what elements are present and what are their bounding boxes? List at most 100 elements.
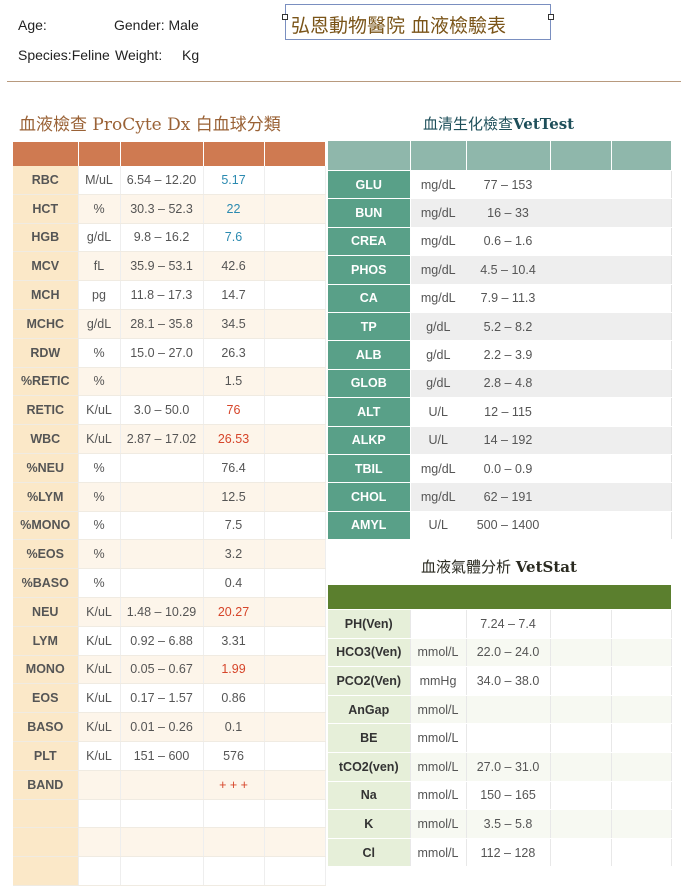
- test-name: GLOB: [328, 369, 411, 399]
- reference-range: [120, 367, 204, 397]
- test-value: [550, 511, 672, 541]
- test-value: + + +: [203, 770, 265, 800]
- reference-range: 0.0 – 0.9: [466, 454, 550, 484]
- test-name: [13, 827, 79, 858]
- reference-range: 0.92 – 6.88: [120, 626, 204, 656]
- reference-range: [120, 856, 204, 886]
- blank-cell: [611, 752, 672, 782]
- test-unit: %: [78, 539, 121, 570]
- test-name: ALB: [328, 340, 411, 370]
- blank-cell: [264, 597, 326, 627]
- table-row: PH(Ven) 7.24 – 7.4: [328, 609, 672, 639]
- reference-range: 1.48 – 10.29: [120, 597, 204, 627]
- test-name: ALT: [328, 397, 411, 427]
- test-name: CREA: [328, 227, 411, 257]
- table-row: tCO2(ven) mmol/L 27.0 – 31.0: [328, 752, 672, 782]
- reference-range: [120, 539, 204, 570]
- table-row: AnGap mmol/L: [328, 695, 672, 725]
- test-name: ALKP: [328, 426, 411, 455]
- test-value: [550, 227, 672, 257]
- test-unit: mg/dL: [410, 255, 466, 285]
- test-unit: U/L: [410, 397, 466, 427]
- blank-cell: [264, 799, 326, 829]
- test-value: 14.7: [203, 280, 265, 310]
- test-unit: U/L: [410, 426, 466, 455]
- gas-header-row: [328, 585, 671, 610]
- table-row: BAND + + +: [13, 770, 326, 800]
- blank-cell: [264, 223, 326, 253]
- test-unit: fL: [78, 251, 121, 282]
- reference-range: [120, 568, 204, 598]
- blank-cell: [611, 666, 672, 696]
- test-value: 3.31: [203, 626, 265, 656]
- table-row: RBC M/uL 6.54 – 12.20 5.17: [13, 166, 326, 195]
- test-name: HGB: [13, 223, 79, 253]
- reference-range: 3.5 – 5.8: [466, 809, 551, 839]
- test-value: [550, 809, 612, 839]
- table-row: MCH pg 11.8 – 17.3 14.7: [13, 280, 326, 310]
- chem-header-cell: [328, 141, 411, 171]
- test-unit: mmol/L: [410, 809, 467, 839]
- test-unit: K/uL: [78, 597, 121, 627]
- table-row: HCO3(Ven) mmol/L 22.0 – 24.0: [328, 638, 672, 668]
- test-value: [550, 838, 612, 868]
- test-value: [203, 799, 265, 829]
- table-row: ALKP U/L 14 – 192: [328, 426, 672, 455]
- blank-cell: [264, 712, 326, 742]
- table-row: NEU K/uL 1.48 – 10.29 20.27: [13, 597, 326, 627]
- table-row: BUN mg/dL 16 – 33: [328, 198, 672, 228]
- test-name: [13, 799, 79, 829]
- test-unit: mmol/L: [410, 838, 467, 868]
- table-row: [13, 827, 326, 858]
- reference-range: [120, 482, 204, 512]
- clinic-title-textbox[interactable]: 弘恩動物醫院 血液檢驗表: [285, 4, 551, 40]
- resize-handle-right[interactable]: [548, 14, 554, 20]
- test-value: 7.6: [203, 223, 265, 253]
- test-unit: %: [78, 367, 121, 397]
- test-value: 5.17: [203, 166, 265, 195]
- reference-range: 150 – 165: [466, 781, 551, 811]
- test-unit: [410, 609, 467, 639]
- table-row: TBIL mg/dL 0.0 – 0.9: [328, 454, 672, 484]
- gas-header-cell: [466, 585, 550, 610]
- table-row: GLOB g/dL 2.8 – 4.8: [328, 369, 672, 399]
- blank-cell: [264, 194, 326, 224]
- test-unit: mmol/L: [410, 723, 467, 753]
- cbc-header-cell: [13, 142, 79, 166]
- test-name: %BASO: [13, 568, 79, 598]
- test-name: NEU: [13, 597, 79, 627]
- test-name: MONO: [13, 655, 79, 685]
- blank-cell: [264, 626, 326, 656]
- reference-range: 0.05 – 0.67: [120, 655, 204, 685]
- test-unit: %: [78, 453, 121, 483]
- test-name: MCHC: [13, 309, 79, 339]
- test-name: AMYL: [328, 511, 411, 541]
- test-value: [550, 340, 672, 370]
- reference-range: 28.1 – 35.8: [120, 309, 204, 339]
- test-value: 576: [203, 741, 265, 771]
- gas-table: PH(Ven) 7.24 – 7.4 HCO3(Ven) mmol/L 22.0 – 2…: [328, 585, 672, 868]
- blank-cell: [264, 568, 326, 598]
- test-name: %NEU: [13, 453, 79, 483]
- test-unit: mmol/L: [410, 695, 467, 725]
- test-value: 7.5: [203, 511, 265, 541]
- table-row: EOS K/uL 0.17 – 1.57 0.86: [13, 683, 326, 714]
- test-name: %RETIC: [13, 367, 79, 397]
- table-row: [13, 799, 326, 829]
- test-unit: pg: [78, 280, 121, 310]
- test-name: RDW: [13, 338, 79, 368]
- blank-cell: [264, 395, 326, 426]
- test-unit: K/uL: [78, 424, 121, 454]
- test-name: CHOL: [328, 482, 411, 512]
- test-name: %EOS: [13, 539, 79, 570]
- test-name: BAND: [13, 770, 79, 800]
- test-value: [550, 170, 672, 200]
- resize-handle-left[interactable]: [282, 14, 288, 20]
- test-value: 3.2: [203, 539, 265, 570]
- test-unit: K/uL: [78, 683, 121, 714]
- reference-range: 30.3 – 52.3: [120, 194, 204, 224]
- reference-range: [466, 695, 551, 725]
- test-value: 12.5: [203, 482, 265, 512]
- table-row: HCT% 30.3 – 52.3 22: [13, 194, 326, 224]
- test-name: PHOS: [328, 255, 411, 285]
